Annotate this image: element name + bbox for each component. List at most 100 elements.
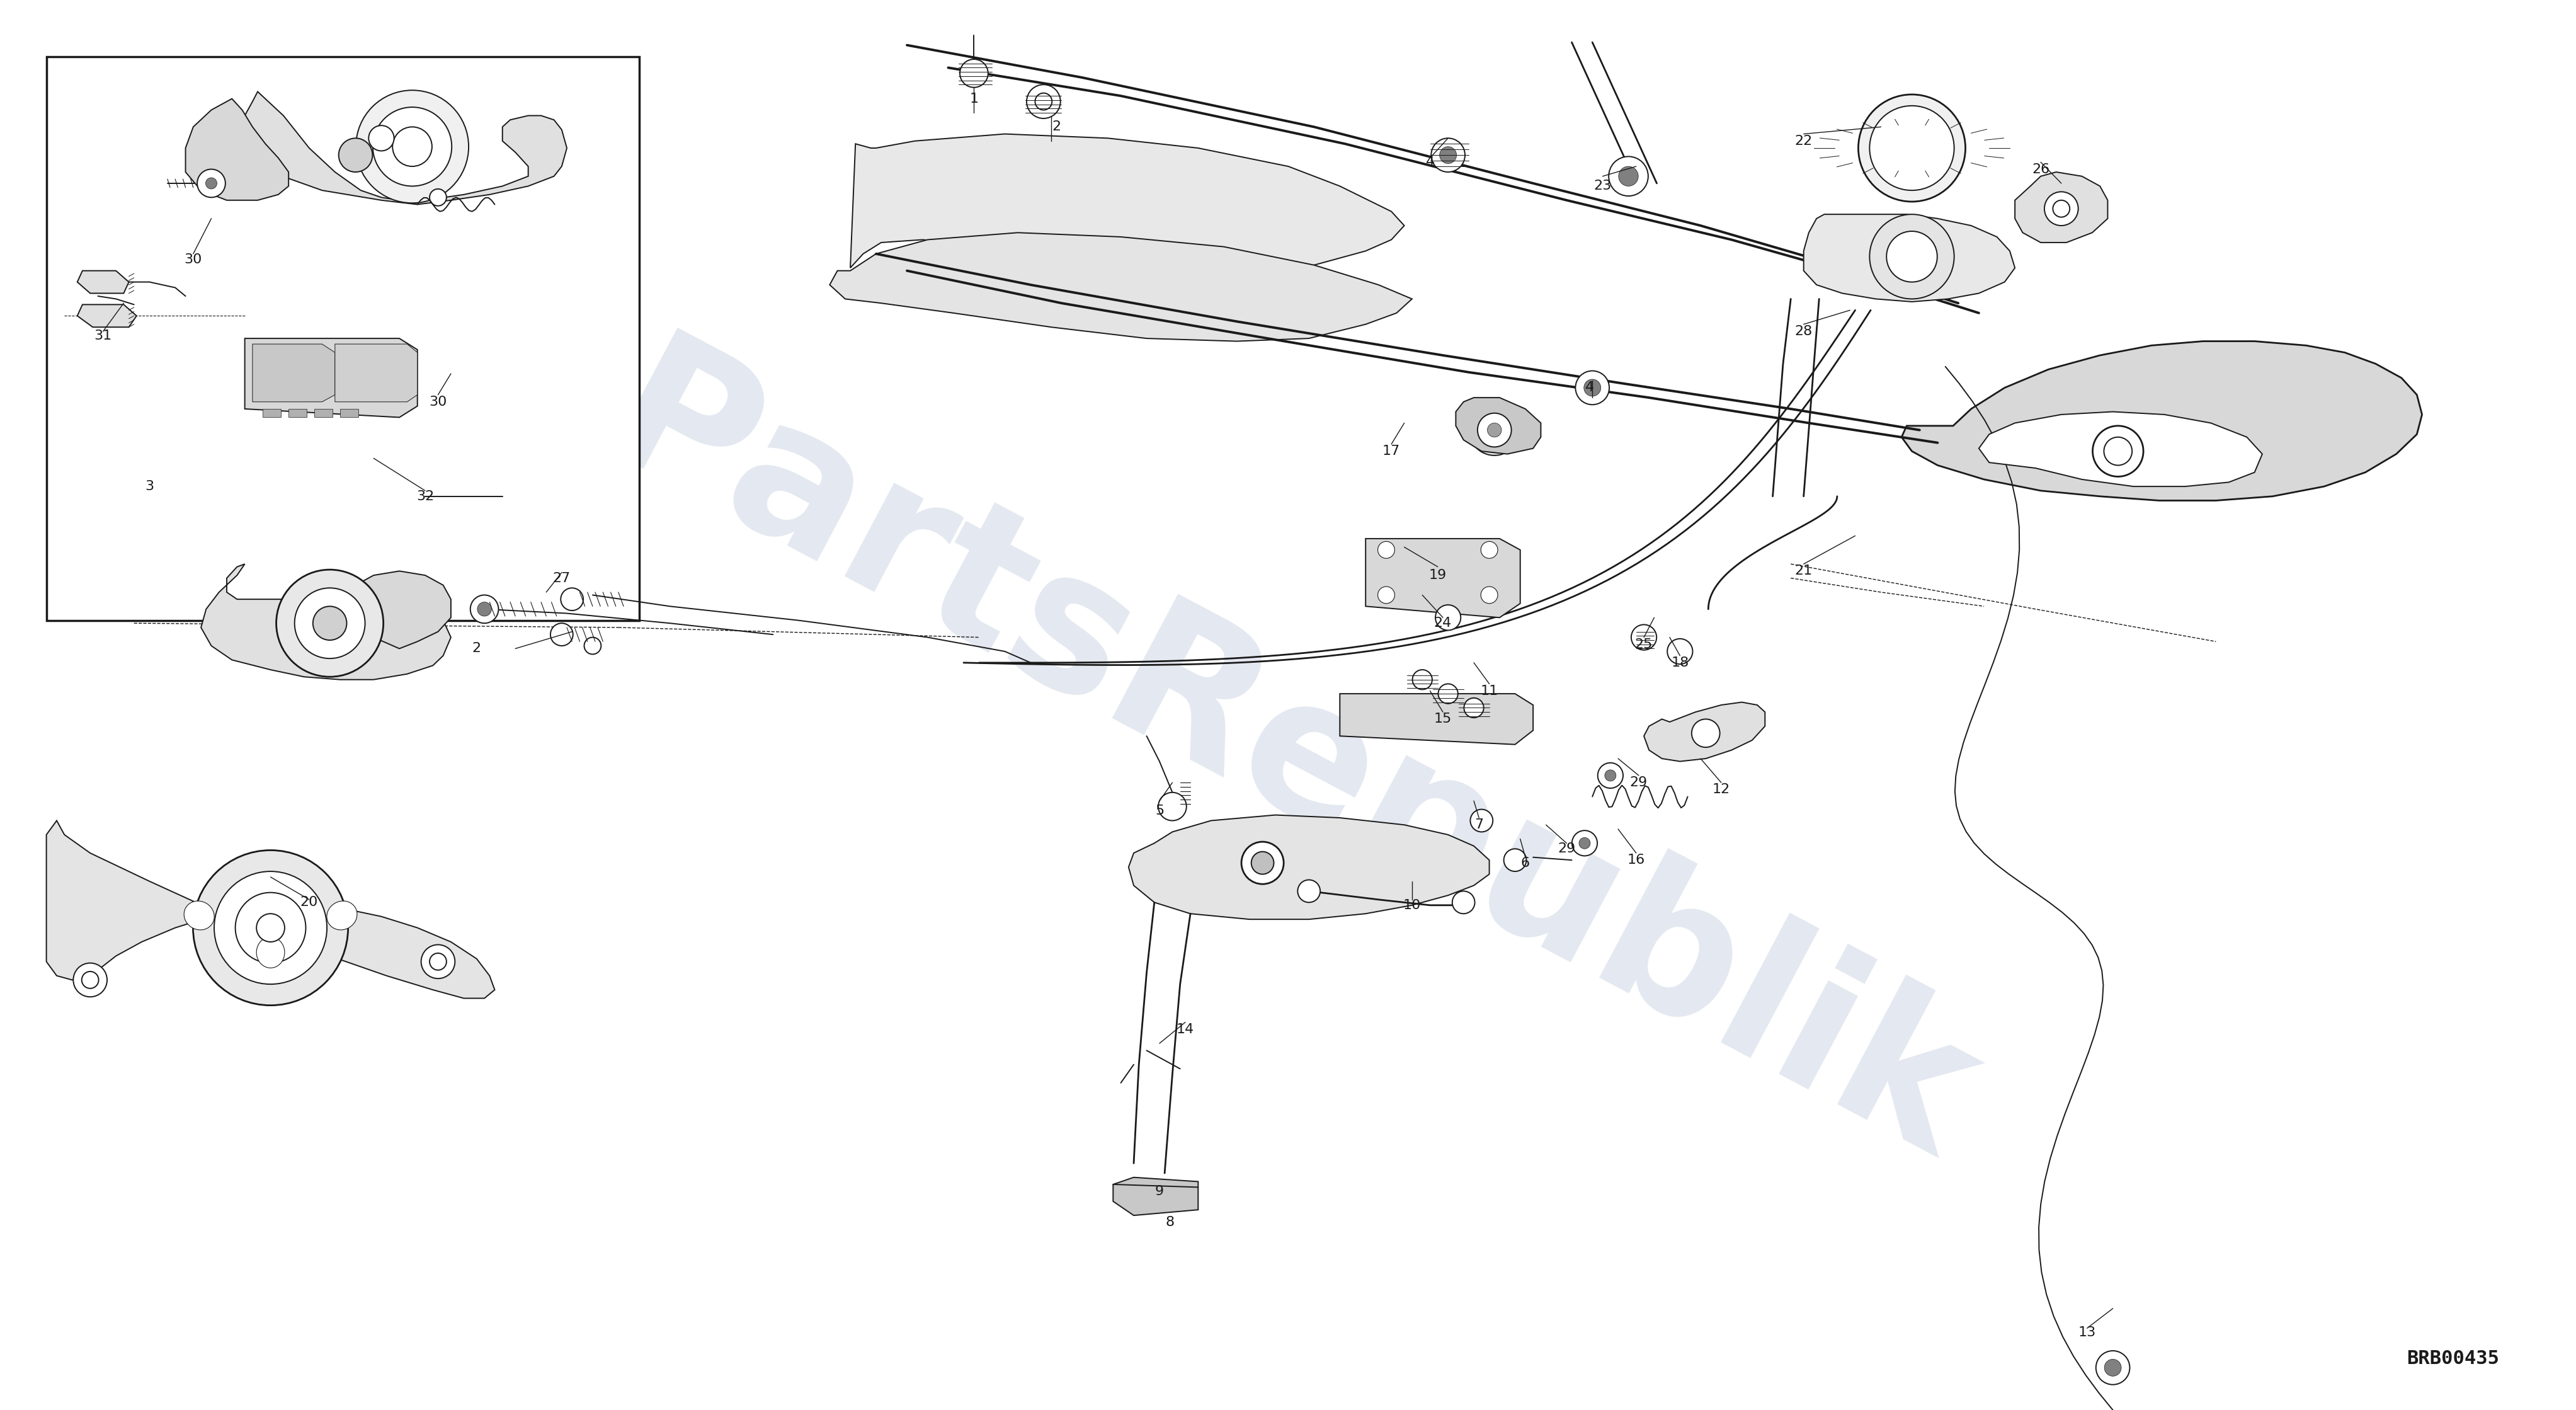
- Circle shape: [368, 125, 394, 151]
- Circle shape: [258, 914, 283, 942]
- Text: 25: 25: [1636, 639, 1651, 650]
- Circle shape: [1607, 157, 1649, 196]
- Circle shape: [477, 602, 492, 616]
- Circle shape: [2105, 1359, 2120, 1376]
- Circle shape: [198, 169, 224, 197]
- Text: 29: 29: [1558, 843, 1574, 854]
- Circle shape: [471, 595, 497, 623]
- Circle shape: [1463, 698, 1484, 718]
- Circle shape: [1435, 605, 1461, 630]
- Circle shape: [1870, 106, 1953, 190]
- Circle shape: [193, 850, 348, 1005]
- Text: 17: 17: [1383, 446, 1399, 457]
- Circle shape: [430, 189, 446, 206]
- Circle shape: [420, 945, 456, 979]
- Text: 11: 11: [1481, 685, 1497, 697]
- Circle shape: [1471, 809, 1492, 832]
- Circle shape: [1870, 214, 1953, 299]
- Text: 19: 19: [1430, 570, 1445, 581]
- Ellipse shape: [258, 938, 283, 967]
- Text: 5: 5: [1154, 805, 1164, 816]
- Text: 22: 22: [1795, 135, 1811, 147]
- Circle shape: [1692, 719, 1718, 747]
- Circle shape: [1242, 842, 1283, 884]
- Text: 4: 4: [1584, 382, 1595, 393]
- Circle shape: [1476, 413, 1512, 447]
- Circle shape: [1378, 541, 1394, 558]
- Text: 21: 21: [1795, 565, 1811, 577]
- Circle shape: [562, 588, 582, 611]
- Polygon shape: [245, 338, 417, 417]
- Text: 20: 20: [301, 897, 317, 908]
- Circle shape: [1298, 880, 1319, 902]
- Circle shape: [961, 59, 987, 87]
- Ellipse shape: [327, 901, 358, 929]
- Polygon shape: [201, 564, 451, 680]
- Circle shape: [1597, 763, 1623, 788]
- Circle shape: [1440, 147, 1455, 164]
- Text: PartsRepublik: PartsRepublik: [574, 323, 2002, 1200]
- Circle shape: [1571, 830, 1597, 856]
- Text: 6: 6: [1520, 857, 1530, 869]
- Circle shape: [1886, 231, 1937, 282]
- Circle shape: [1574, 371, 1610, 405]
- Text: 16: 16: [1628, 854, 1643, 866]
- Circle shape: [234, 893, 307, 963]
- Circle shape: [1468, 405, 1520, 455]
- Text: 23: 23: [1595, 180, 1610, 192]
- Circle shape: [1412, 670, 1432, 689]
- Circle shape: [1453, 891, 1473, 914]
- Circle shape: [392, 127, 433, 166]
- Text: 30: 30: [430, 396, 446, 407]
- Polygon shape: [77, 305, 137, 327]
- Text: 32: 32: [417, 491, 433, 502]
- Circle shape: [430, 953, 446, 970]
- Text: 18: 18: [1672, 657, 1687, 668]
- Circle shape: [1036, 93, 1051, 110]
- Circle shape: [1857, 94, 1965, 202]
- Text: 4: 4: [1425, 157, 1435, 168]
- Circle shape: [2043, 192, 2079, 226]
- Text: 7: 7: [1473, 819, 1484, 830]
- Circle shape: [374, 107, 451, 186]
- Circle shape: [585, 637, 600, 654]
- Polygon shape: [1803, 214, 2014, 302]
- Text: 29: 29: [1631, 777, 1646, 788]
- Polygon shape: [1643, 702, 1765, 761]
- Circle shape: [337, 138, 374, 172]
- Polygon shape: [314, 409, 332, 417]
- Polygon shape: [1365, 539, 1520, 618]
- Circle shape: [276, 570, 384, 677]
- Text: 9: 9: [1154, 1186, 1164, 1197]
- Circle shape: [1584, 379, 1600, 396]
- Polygon shape: [46, 821, 495, 998]
- Circle shape: [294, 588, 366, 658]
- Polygon shape: [263, 409, 281, 417]
- Polygon shape: [252, 344, 335, 402]
- Circle shape: [355, 90, 469, 203]
- Polygon shape: [289, 409, 307, 417]
- Text: BRB00435: BRB00435: [2406, 1349, 2499, 1368]
- Polygon shape: [829, 233, 1412, 341]
- Circle shape: [1430, 138, 1466, 172]
- Polygon shape: [2014, 172, 2107, 243]
- Circle shape: [2092, 426, 2143, 477]
- Polygon shape: [1901, 341, 2421, 501]
- Text: 14: 14: [1177, 1024, 1193, 1035]
- Polygon shape: [348, 571, 451, 649]
- Text: 27: 27: [554, 572, 569, 584]
- Circle shape: [1378, 587, 1394, 603]
- Text: 15: 15: [1435, 713, 1450, 725]
- Bar: [46, 56, 639, 620]
- Text: 2: 2: [471, 643, 482, 654]
- Text: 13: 13: [2079, 1327, 2094, 1338]
- Polygon shape: [237, 92, 567, 204]
- Circle shape: [1504, 849, 1525, 871]
- Circle shape: [1481, 541, 1497, 558]
- Text: 1: 1: [969, 93, 979, 104]
- Polygon shape: [185, 99, 289, 200]
- Circle shape: [1631, 625, 1656, 650]
- Polygon shape: [335, 344, 417, 402]
- Text: 10: 10: [1404, 900, 1419, 911]
- Circle shape: [1605, 770, 1615, 781]
